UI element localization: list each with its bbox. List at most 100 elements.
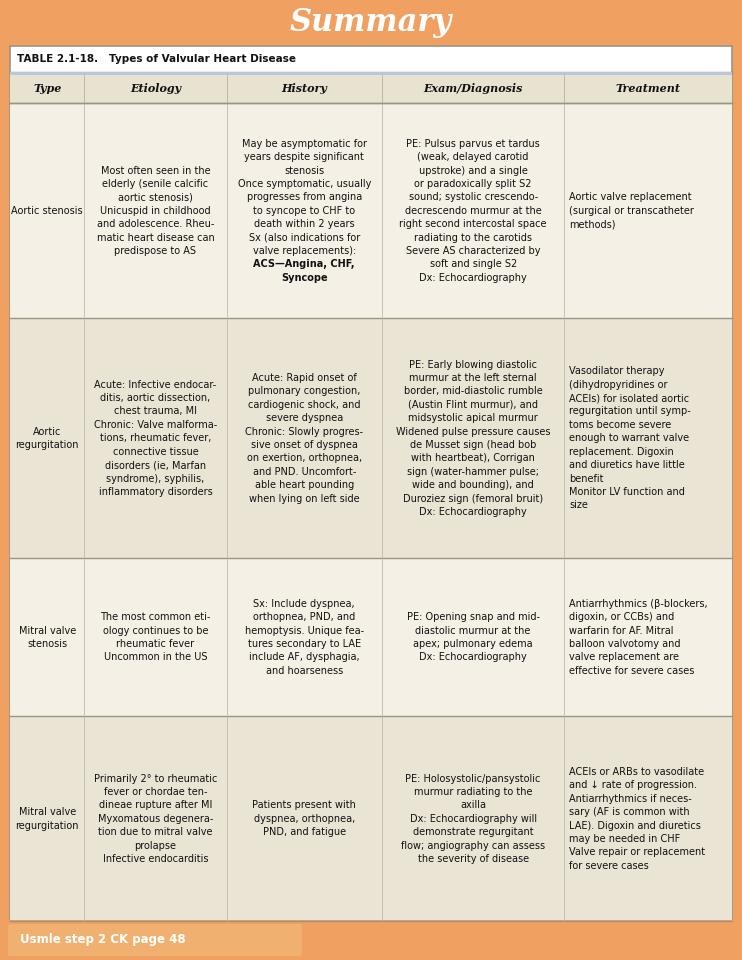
Text: warfarin for AF. Mitral: warfarin for AF. Mitral xyxy=(570,626,674,636)
Text: murmur at the left sternal: murmur at the left sternal xyxy=(410,372,537,383)
Text: tion due to mitral valve: tion due to mitral valve xyxy=(98,828,213,837)
Text: Etiology: Etiology xyxy=(130,84,181,94)
Text: and ↓ rate of progression.: and ↓ rate of progression. xyxy=(570,780,697,790)
Text: Primarily 2° to rheumatic: Primarily 2° to rheumatic xyxy=(93,774,217,783)
Text: and diuretics have little: and diuretics have little xyxy=(570,460,686,470)
Text: the severity of disease: the severity of disease xyxy=(418,854,529,864)
Text: Aortic: Aortic xyxy=(33,426,62,437)
Text: Treatment: Treatment xyxy=(616,84,680,94)
Text: regurgitation: regurgitation xyxy=(16,821,79,830)
Text: valve replacements):: valve replacements): xyxy=(252,246,356,256)
Text: wide and bounding), and: wide and bounding), and xyxy=(413,480,534,491)
Text: Unicuspid in childhood: Unicuspid in childhood xyxy=(100,205,211,216)
Text: Acute: Infective endocar-: Acute: Infective endocar- xyxy=(94,379,217,390)
FancyBboxPatch shape xyxy=(8,924,302,956)
Text: Aortic valve replacement: Aortic valve replacement xyxy=(570,192,692,203)
Text: or paradoxically split S2: or paradoxically split S2 xyxy=(415,179,532,189)
Bar xyxy=(10,103,732,318)
Text: include AF, dysphagia,: include AF, dysphagia, xyxy=(249,653,360,662)
Text: predispose to AS: predispose to AS xyxy=(114,246,197,256)
Text: elderly (senile calcific: elderly (senile calcific xyxy=(102,179,209,189)
Text: axilla: axilla xyxy=(460,801,486,810)
Text: aortic stenosis): aortic stenosis) xyxy=(118,192,193,203)
Text: Vasodilator therapy: Vasodilator therapy xyxy=(570,366,665,376)
Text: size: size xyxy=(570,500,588,511)
Text: TABLE 2.1-18.   Types of Valvular Heart Disease: TABLE 2.1-18. Types of Valvular Heart Di… xyxy=(17,54,296,64)
Text: regurgitation until symp-: regurgitation until symp- xyxy=(570,406,692,417)
Text: (weak, delayed carotid: (weak, delayed carotid xyxy=(418,152,529,162)
Text: sign (water-hammer pulse;: sign (water-hammer pulse; xyxy=(407,467,539,477)
Text: for severe cases: for severe cases xyxy=(570,861,649,871)
Text: diastolic murmur at the: diastolic murmur at the xyxy=(416,626,531,636)
Text: on exertion, orthopnea,: on exertion, orthopnea, xyxy=(246,453,362,464)
Text: sive onset of dyspnea: sive onset of dyspnea xyxy=(251,440,358,450)
Text: inflammatory disorders: inflammatory disorders xyxy=(99,487,212,497)
Text: to syncope to CHF to: to syncope to CHF to xyxy=(253,205,355,216)
Text: Uncommon in the US: Uncommon in the US xyxy=(104,653,207,662)
Text: syndrome), syphilis,: syndrome), syphilis, xyxy=(106,473,205,484)
Text: Type: Type xyxy=(33,84,62,94)
Text: Aortic stenosis: Aortic stenosis xyxy=(11,205,83,216)
Text: regurgitation: regurgitation xyxy=(16,440,79,450)
Text: Valve repair or replacement: Valve repair or replacement xyxy=(570,848,706,857)
Text: PE: Early blowing diastolic: PE: Early blowing diastolic xyxy=(409,359,537,370)
Bar xyxy=(10,75,732,103)
Text: toms become severe: toms become severe xyxy=(570,420,672,430)
Bar xyxy=(10,716,732,921)
Text: Mitral valve: Mitral valve xyxy=(19,626,76,636)
Text: stenosis: stenosis xyxy=(284,165,324,176)
Text: orthopnea, PND, and: orthopnea, PND, and xyxy=(253,612,355,622)
Bar xyxy=(10,318,732,558)
Text: methods): methods) xyxy=(570,219,616,229)
Text: LAE). Digoxin and diuretics: LAE). Digoxin and diuretics xyxy=(570,821,701,830)
Bar xyxy=(0,920,742,960)
Text: tions, rheumatic fever,: tions, rheumatic fever, xyxy=(99,433,211,444)
Text: radiating to the carotids: radiating to the carotids xyxy=(414,232,532,243)
Text: apex; pulmonary edema: apex; pulmonary edema xyxy=(413,639,533,649)
Text: sound; systolic crescendo-: sound; systolic crescendo- xyxy=(409,192,538,203)
Text: Syncope: Syncope xyxy=(281,273,327,283)
Bar xyxy=(10,558,732,716)
Text: Dx: Echocardiography will: Dx: Echocardiography will xyxy=(410,814,536,824)
Text: Widened pulse pressure causes: Widened pulse pressure causes xyxy=(396,426,551,437)
Text: replacement. Digoxin: replacement. Digoxin xyxy=(570,446,674,457)
Text: midsystolic apical murmur: midsystolic apical murmur xyxy=(408,413,538,423)
Text: border, mid-diastolic rumble: border, mid-diastolic rumble xyxy=(404,386,542,396)
Text: Patients present with: Patients present with xyxy=(252,801,356,810)
Text: right second intercostal space: right second intercostal space xyxy=(399,219,547,229)
Text: PE: Holosystolic/pansystolic: PE: Holosystolic/pansystolic xyxy=(405,774,541,783)
Text: ACS—Angina, CHF,: ACS—Angina, CHF, xyxy=(254,259,355,270)
Text: (Austin Flint murmur), and: (Austin Flint murmur), and xyxy=(408,399,538,410)
Text: The most common eti-: The most common eti- xyxy=(100,612,211,622)
Text: hemoptysis. Unique fea-: hemoptysis. Unique fea- xyxy=(245,626,364,636)
Text: balloon valvotomy and: balloon valvotomy and xyxy=(570,639,681,649)
Text: murmur radiating to the: murmur radiating to the xyxy=(414,787,533,797)
Text: PE: Pulsus parvus et tardus: PE: Pulsus parvus et tardus xyxy=(407,139,540,149)
Text: upstroke) and a single: upstroke) and a single xyxy=(418,165,528,176)
Text: Dx: Echocardiography: Dx: Echocardiography xyxy=(419,653,527,662)
Text: prolapse: prolapse xyxy=(134,841,177,851)
Text: soft and single S2: soft and single S2 xyxy=(430,259,516,270)
Text: chest trauma, MI: chest trauma, MI xyxy=(114,406,197,417)
Text: disorders (ie, Marfan: disorders (ie, Marfan xyxy=(105,460,206,470)
Text: and PND. Uncomfort-: and PND. Uncomfort- xyxy=(252,467,356,477)
Text: flow; angiography can assess: flow; angiography can assess xyxy=(401,841,545,851)
Text: effective for severe cases: effective for severe cases xyxy=(570,666,695,676)
Text: fever or chordae ten-: fever or chordae ten- xyxy=(104,787,207,797)
Text: Infective endocarditis: Infective endocarditis xyxy=(102,854,209,864)
Text: with heartbeat), Corrigan: with heartbeat), Corrigan xyxy=(411,453,535,464)
Text: History: History xyxy=(281,84,327,94)
Bar xyxy=(0,0,742,46)
Text: Dx: Echocardiography: Dx: Echocardiography xyxy=(419,507,527,517)
Text: Antiarrhythmics if neces-: Antiarrhythmics if neces- xyxy=(570,794,692,804)
Text: sary (AF is common with: sary (AF is common with xyxy=(570,807,690,817)
Text: ology continues to be: ology continues to be xyxy=(102,626,209,636)
Bar xyxy=(10,72,732,75)
Text: matic heart disease can: matic heart disease can xyxy=(96,232,214,243)
Text: death within 2 years: death within 2 years xyxy=(254,219,355,229)
Text: PND, and fatigue: PND, and fatigue xyxy=(263,828,346,837)
Text: rheumatic fever: rheumatic fever xyxy=(116,639,194,649)
Text: when lying on left side: when lying on left side xyxy=(249,493,360,504)
Text: dyspnea, orthopnea,: dyspnea, orthopnea, xyxy=(254,814,355,824)
Text: demonstrate regurgitant: demonstrate regurgitant xyxy=(413,828,533,837)
